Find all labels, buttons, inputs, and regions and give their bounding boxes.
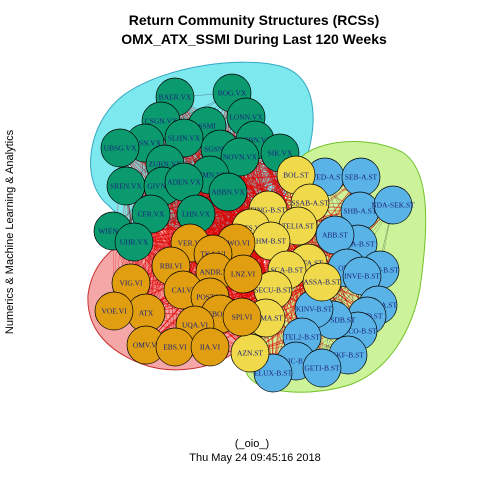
node-label: BAER.VX [159, 93, 192, 102]
node-label: UQA.VI [182, 321, 209, 330]
node-seb-a-st: SEB-A.ST [341, 157, 381, 197]
node-label: ANDR.VI [199, 268, 231, 277]
node-label: AZN.ST [237, 349, 263, 358]
node-nda-sek-st: NDA-SEK.ST [371, 185, 415, 225]
node-ebs-vi: EBS.VI [155, 327, 195, 367]
node-ubsg-vx: UBSG.VX [100, 128, 140, 168]
node-label: LONN.VX [229, 113, 263, 122]
node-label: VER.VI [178, 239, 203, 248]
node-abbn-vx: ABBN.VX [208, 172, 248, 212]
node-label: TELIA.ST [282, 222, 315, 231]
node-circle [302, 262, 342, 302]
node-novn-vx: NOVN.VX [220, 137, 260, 177]
node-label: POST.VI [196, 293, 224, 302]
node-label: LNZ.VI [231, 270, 256, 279]
node-label: ATCO-B.ST [339, 327, 377, 336]
node-circle [220, 137, 260, 177]
node-label: VIG.VI [119, 279, 143, 288]
node-lnz-vi: LNZ.VI [223, 254, 263, 294]
node-label: SBO.VI [208, 310, 233, 319]
side-label: Numerics & Machine Learning & Analytics [4, 129, 16, 334]
node-label: BOL.ST [283, 171, 309, 180]
node-circle [222, 297, 262, 337]
node-label: CSGN.VX [145, 117, 178, 126]
node-circle [100, 128, 140, 168]
node-label: SEB-A.ST [345, 173, 378, 182]
node-label: SSMI [198, 122, 216, 131]
node-label: ERIC-B.ST [278, 357, 314, 366]
node-circle [190, 327, 230, 367]
footer-signature: (_oio_) [235, 438, 269, 450]
node-label: ATX [139, 309, 154, 318]
node-label: LHN.VX [182, 210, 211, 219]
node-label: EBS.VI [163, 343, 187, 352]
node-iia-vi: IIA.VI [190, 327, 230, 367]
node-label: CFR.VX [138, 210, 165, 219]
node-label: INVE-B.ST [344, 272, 380, 281]
node-label: ELUX-B.ST [254, 369, 293, 378]
node-label: OMV.VI [133, 341, 160, 350]
node-label: NESN.VX [129, 139, 162, 148]
node-label: SSAB-A.ST [291, 199, 329, 208]
node-label: SKA-B.ST [341, 240, 375, 249]
node-label: SCMN.VX [193, 171, 228, 180]
node-label: ABB.ST [322, 231, 348, 240]
node-label: CAI.VI [172, 286, 195, 295]
node-label: KINV-B.ST [296, 305, 333, 314]
node-circle [223, 254, 263, 294]
network-nodes: BAER.VX ROG.VX LONN.VX CSGN.VX SSMI NESN.VX SL… [93, 73, 415, 393]
node-label: SGSN.VX [204, 145, 236, 154]
node-label: WIEN.VI [98, 227, 128, 236]
figure-title-line1: Return Community Structures (RCSs) [129, 12, 379, 28]
node-label: ROG.VX [218, 89, 247, 98]
node-label: SREN.VX [110, 182, 142, 191]
node-label: SPI.VI [232, 313, 253, 322]
node-geti-b-st: GETI-B.ST [302, 348, 342, 388]
node-label: SWED-A.ST [305, 173, 345, 182]
node-label: TEL2-B.ST [284, 333, 320, 342]
node-uhr-vx: UHR.VX [114, 222, 154, 262]
node-label: SLHN.VX [168, 134, 201, 143]
node-label: ALIV-SDB.ST [311, 316, 356, 325]
node-label: GETI-B.ST [304, 364, 340, 373]
node-label: ZURN.VX [148, 160, 182, 169]
node-label: ADEN.VX [167, 178, 201, 187]
node-voe-vi: VOE.VI [94, 291, 134, 331]
node-label: SWMA.ST [249, 314, 283, 323]
node-label: SECU-B.ST [254, 286, 292, 295]
node-label: RBI.VI [160, 262, 183, 271]
node-label: ALFA.ST [293, 259, 323, 268]
node-label: NOVN.VX [223, 153, 258, 162]
node-label: ASSA-B.ST [303, 278, 341, 287]
node-circle [302, 348, 342, 388]
node-circle [94, 291, 134, 331]
node-label: SKF-B.ST [332, 351, 364, 360]
node-label: FING-B.ST [250, 206, 286, 215]
node-label: BWO.VI [222, 239, 250, 248]
node-label: GIVN.VX [147, 182, 179, 191]
figure-title-line2: OMX_ATX_SSMI During Last 120 Weeks [121, 31, 387, 47]
node-circle [114, 222, 154, 262]
node-label: SCA-B.ST [271, 266, 304, 275]
node-label: IIA.VI [200, 343, 221, 352]
node-spi-vi: SPI.VI [222, 297, 262, 337]
node-label: HM-B.ST [256, 237, 287, 246]
node-label: VOE.VI [101, 307, 127, 316]
node-label: SHB-A.ST [343, 207, 377, 216]
node-label: ABBN.VX [211, 188, 245, 197]
node-label: UBSG.VX [104, 144, 137, 153]
node-abb-st: ABB.ST [315, 215, 355, 255]
footer-timestamp: Thu May 24 09:45:16 2018 [189, 452, 320, 464]
node-label: NDA-SEK.ST [371, 201, 415, 210]
node-circle [373, 185, 413, 225]
node-azn-st: AZN.ST [230, 333, 270, 373]
node-label: UHR.VX [120, 238, 149, 247]
node-assa-b-st: ASSA-B.ST [302, 262, 342, 302]
node-label: ATS.VI [239, 224, 263, 233]
node-label: GEBN.VX [238, 136, 272, 145]
node-circle [208, 172, 248, 212]
node-label: SIK.VX [268, 149, 293, 158]
